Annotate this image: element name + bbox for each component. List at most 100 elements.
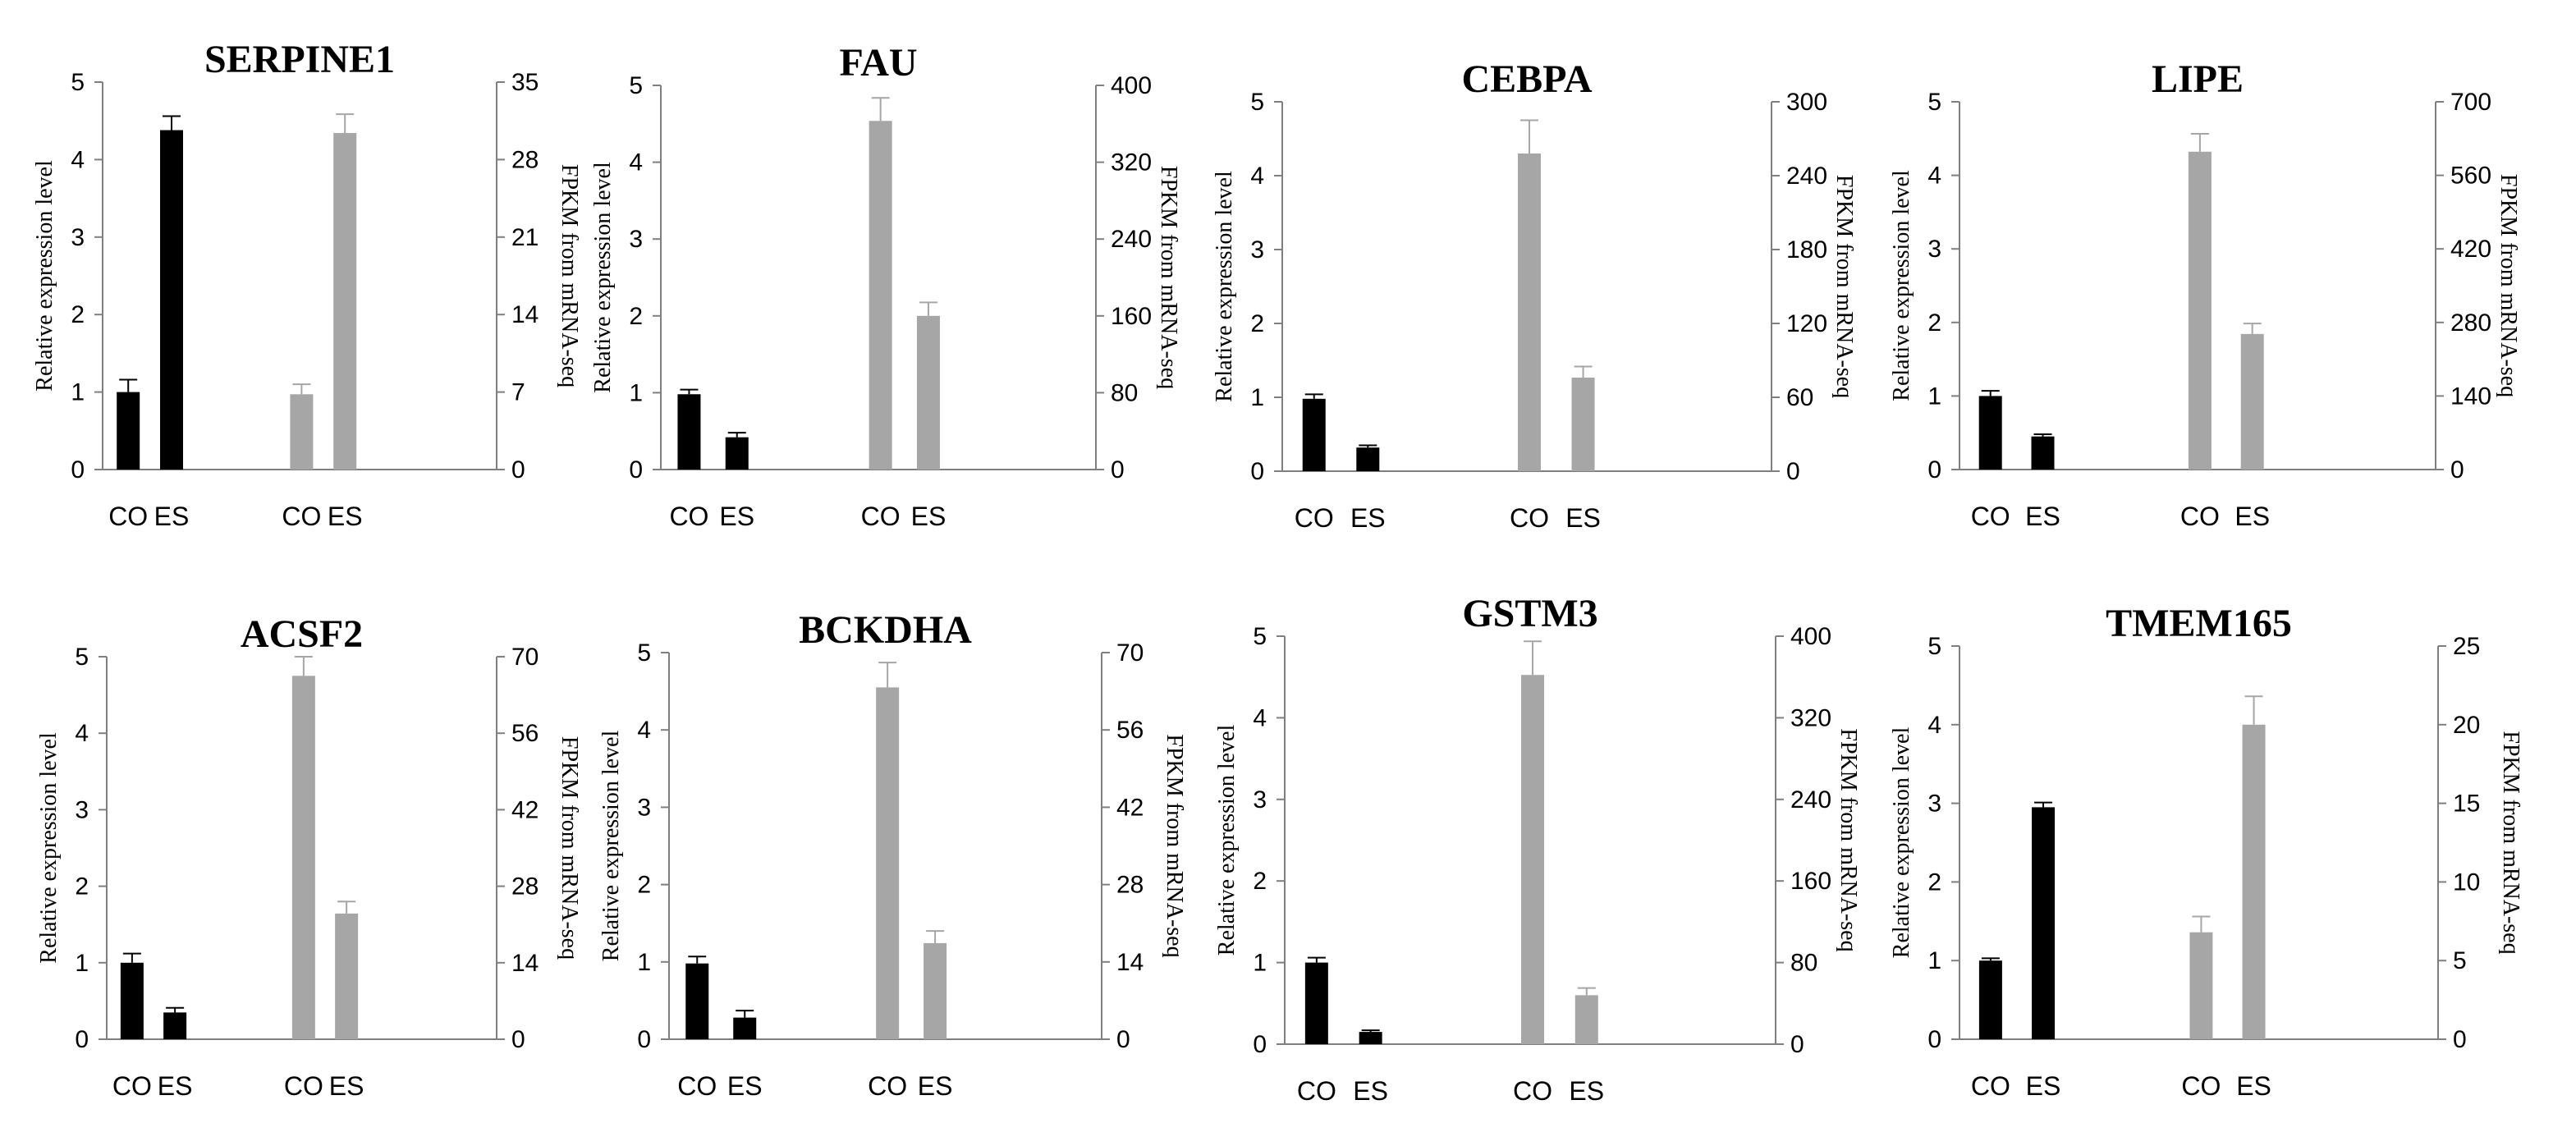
bar-qpcr [1359, 1032, 1382, 1044]
category-label: ES [1569, 1076, 1604, 1106]
left-tick-label: 2 [1253, 868, 1267, 895]
right-tick-label: 160 [1790, 868, 1831, 895]
right-tick-label: 56 [511, 720, 539, 747]
left-tick-label: 1 [637, 949, 651, 976]
right-tick-label: 80 [1790, 950, 1817, 977]
right-tick-label: 14 [511, 301, 539, 328]
left-tick-label: 2 [75, 873, 89, 901]
bar-qpcr [160, 130, 183, 470]
category-label: ES [719, 502, 754, 531]
left-tick-label: 5 [637, 639, 651, 667]
right-tick-label: 14 [511, 950, 539, 977]
bar-mrnaseq [291, 676, 315, 1039]
category-label: CO [861, 502, 901, 531]
bar-mrnaseq [916, 315, 940, 470]
chart-panel-fau: FAU 0 1 2 3 4 5 0 80 160 240 320 400 Relative express… [590, 41, 1181, 531]
left-tick-label: 4 [1927, 163, 1941, 190]
bar-qpcr [725, 437, 749, 470]
right-tick-label: 120 [1786, 310, 1827, 337]
right-tick-label: 70 [1116, 639, 1144, 667]
right-tick-label: 0 [1116, 1026, 1130, 1053]
bar-mrnaseq [876, 687, 900, 1039]
bar-qpcr [1978, 960, 2002, 1039]
category-label: CO [2181, 1071, 2221, 1101]
right-tick-label: 56 [1116, 717, 1144, 744]
left-tick-label: 0 [71, 456, 85, 484]
left-tick-label: 2 [71, 301, 85, 328]
right-tick-label: 35 [511, 69, 539, 96]
right-tick-label: 0 [511, 1026, 525, 1053]
category-label: CO [112, 1071, 152, 1101]
chart-panel-cebpa: CEBPA 0 1 2 3 4 5 0 60 120 180 240 300 Relative expre… [1212, 57, 1857, 533]
right-axis-title: FPKM from mRNA-seq [557, 164, 582, 387]
left-tick-label: 4 [71, 146, 85, 173]
chart-title: SERPINE1 [204, 38, 395, 81]
category-label: ES [918, 1071, 953, 1101]
right-axis-title: FPKM from mRNA-seq [1162, 734, 1187, 957]
left-tick-label: 5 [1927, 89, 1941, 116]
bar-mrnaseq [1571, 378, 1595, 471]
bar-mrnaseq [1574, 995, 1598, 1044]
category-label: ES [329, 1071, 364, 1101]
left-tick-label: 1 [1250, 384, 1264, 411]
left-axis-title: Relative expression level [1889, 170, 1914, 401]
category-label: CO [1510, 503, 1549, 533]
category-label: ES [1353, 1076, 1388, 1106]
right-tick-label: 25 [2453, 633, 2480, 660]
right-axis-title: FPKM from mRNA-seq [557, 736, 582, 960]
right-tick-label: 700 [2450, 89, 2491, 116]
category-label: ES [1565, 503, 1601, 533]
chart-panel-tmem165: TMEM165 0 1 2 3 4 5 0 5 10 15 20 25 Relative expressi… [1889, 602, 2523, 1101]
bar-mrnaseq [1517, 154, 1541, 471]
category-label: CO [282, 502, 321, 531]
left-axis-title: Relative expression level [598, 731, 624, 962]
left-tick-label: 4 [75, 720, 89, 747]
bar-qpcr [163, 1012, 187, 1039]
right-tick-label: 42 [511, 796, 539, 823]
bar-qpcr [1302, 398, 1326, 471]
right-tick-label: 80 [1111, 379, 1138, 406]
bar-mrnaseq [2240, 333, 2264, 470]
left-axis-title: Relative expression level [1212, 171, 1237, 402]
right-axis-title: FPKM from mRNA-seq [1156, 166, 1181, 389]
left-tick-label: 4 [629, 149, 643, 176]
right-tick-label: 7 [511, 379, 525, 406]
left-tick-label: 0 [1927, 1026, 1941, 1053]
bar-qpcr [677, 394, 701, 470]
right-tick-label: 0 [2450, 456, 2464, 484]
right-tick-label: 240 [1786, 163, 1827, 190]
chart-title: TMEM165 [2106, 602, 2292, 645]
left-tick-label: 2 [1927, 309, 1941, 337]
right-tick-label: 60 [1786, 384, 1813, 411]
bar-mrnaseq [2189, 932, 2213, 1039]
bar-qpcr [120, 962, 144, 1039]
left-tick-label: 5 [629, 72, 643, 99]
left-axis-title: Relative expression level [1889, 727, 1914, 959]
right-tick-label: 10 [2453, 868, 2480, 896]
category-label: CO [1971, 1071, 2010, 1101]
category-label: CO [669, 502, 708, 531]
right-tick-label: 180 [1786, 236, 1827, 264]
category-label: CO [1297, 1076, 1336, 1106]
category-label: ES [2026, 1071, 2061, 1101]
right-tick-label: 20 [2453, 712, 2480, 739]
chart-title: FAU [839, 41, 917, 85]
chart-panel-acsf2: ACSF2 0 1 2 3 4 5 0 14 28 42 56 70 Relative expressio… [36, 612, 582, 1101]
chart-title: LIPE [2152, 57, 2244, 101]
right-axis-title: FPKM from mRNA-seq [1831, 175, 1857, 398]
category-label: ES [154, 502, 190, 531]
right-tick-label: 0 [1790, 1031, 1804, 1058]
left-tick-label: 0 [1250, 458, 1264, 485]
right-tick-label: 0 [511, 456, 525, 484]
right-tick-label: 160 [1111, 303, 1152, 330]
bar-mrnaseq [333, 133, 357, 470]
right-tick-label: 21 [511, 224, 539, 251]
left-axis-title: Relative expression level [32, 160, 57, 392]
right-axis-title: FPKM from mRNA-seq [2496, 174, 2521, 397]
chart-panel-serpine1: SERPINE1 0 1 2 3 4 5 0 7 14 21 28 35 Relative express… [32, 38, 582, 531]
bar-qpcr [733, 1017, 757, 1039]
bar-qpcr [117, 392, 140, 470]
bar-mrnaseq [869, 121, 892, 470]
bar-qpcr [1978, 396, 2002, 470]
